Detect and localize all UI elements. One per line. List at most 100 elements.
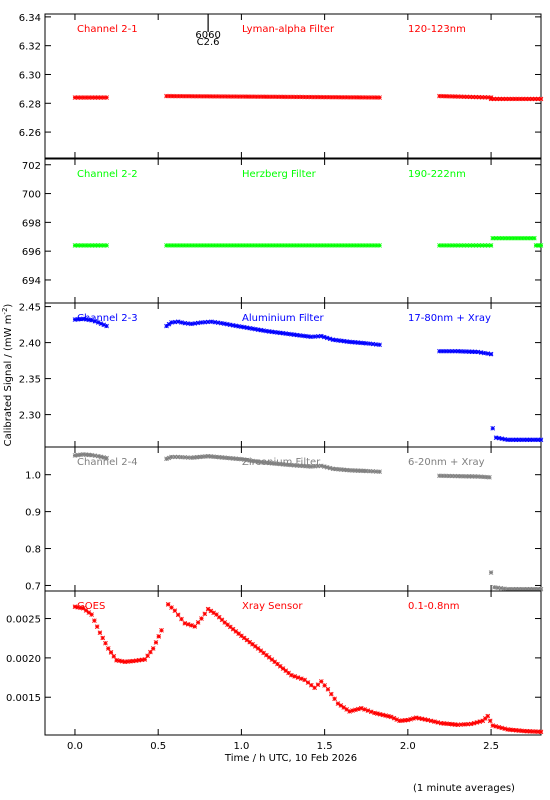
x-tick-label: 2.5	[483, 741, 499, 752]
data-point-marker	[312, 334, 317, 339]
data-point-marker	[499, 436, 505, 442]
data-point-marker	[251, 94, 256, 99]
data-point-marker	[323, 94, 328, 100]
data-point-marker	[493, 724, 499, 729]
data-point-marker	[166, 455, 172, 461]
data-point-marker	[367, 468, 372, 474]
data-point-marker	[258, 327, 264, 333]
data-point-marker	[508, 727, 513, 733]
panel-band-label: 6-20nm + Xray	[408, 457, 485, 468]
data-point-marker	[411, 716, 416, 721]
data-point-marker	[318, 333, 324, 339]
data-point-marker	[338, 243, 343, 248]
data-point-marker	[308, 243, 313, 248]
data-point-marker	[233, 243, 238, 248]
data-point-marker	[535, 437, 541, 443]
panel-filter-label: Zirconium Filter	[242, 457, 321, 468]
data-point-marker	[286, 331, 291, 337]
data-point-marker	[75, 604, 81, 610]
data-point-marker	[303, 333, 308, 339]
data-point-marker	[305, 243, 310, 248]
panel-frame	[44, 446, 542, 592]
data-point-marker	[275, 330, 280, 335]
data-point-marker	[302, 677, 307, 683]
data-point-marker	[329, 243, 334, 248]
data-point-marker	[472, 474, 478, 479]
data-point-marker	[230, 243, 235, 248]
data-point-marker	[318, 679, 324, 684]
data-point-marker	[413, 715, 419, 721]
data-point-marker	[230, 456, 236, 461]
y-tick-label: 702	[22, 161, 41, 172]
data-point-marker	[514, 235, 519, 241]
data-point-marker	[444, 721, 450, 727]
data-point-marker	[353, 95, 358, 100]
y-tick-label: 0.0020	[6, 654, 41, 665]
data-point-marker	[266, 94, 271, 100]
data-point-marker	[300, 333, 305, 339]
data-point-marker	[338, 467, 344, 472]
data-point-marker	[209, 319, 214, 325]
data-point-marker	[377, 243, 382, 248]
data-point-marker	[446, 473, 451, 479]
data-point-marker	[464, 243, 470, 248]
data-point-marker	[305, 94, 310, 100]
data-point-marker	[519, 437, 524, 443]
data-point-marker	[203, 94, 208, 99]
y-axis-label-superscript: -2	[1, 308, 9, 315]
data-point-marker	[368, 709, 374, 715]
data-point-marker	[219, 320, 224, 326]
data-point-marker	[529, 235, 534, 241]
data-point-marker	[133, 658, 139, 663]
data-point-marker	[277, 461, 283, 467]
data-point-marker	[170, 93, 175, 99]
data-point-marker	[297, 333, 302, 338]
data-point-marker	[233, 456, 239, 462]
y-tick-label: 1.0	[25, 471, 41, 482]
data-point-marker	[239, 243, 244, 248]
data-point-marker	[302, 94, 307, 100]
data-point-marker	[511, 235, 516, 241]
data-point-marker	[530, 729, 535, 734]
data-point-marker	[95, 453, 101, 459]
data-point-marker	[197, 93, 202, 99]
data-point-marker	[476, 243, 482, 248]
data-point-marker	[215, 320, 221, 325]
data-point-marker	[84, 243, 89, 248]
data-point-marker	[326, 243, 331, 248]
data-point-marker	[341, 338, 347, 344]
data-point-marker	[464, 349, 469, 354]
panel-channel-label: Channel 2-4	[77, 457, 138, 468]
data-point-marker	[136, 657, 142, 663]
data-point-marker	[87, 95, 92, 100]
data-point-marker	[321, 464, 327, 469]
data-point-marker	[356, 243, 361, 248]
chart-panel-3: 2.30 2.35 2.40 2.45 Channel 2-3 Aluminium Fil…	[19, 302, 544, 448]
data-point-marker	[536, 243, 541, 248]
data-point-marker	[479, 94, 485, 100]
data-point-marker	[86, 610, 92, 615]
data-point-marker	[449, 721, 455, 727]
panel-band-label: 0.1-0.8nm	[408, 601, 460, 612]
data-point-marker	[80, 605, 86, 611]
panel-filter-label: Lyman-alpha Filter	[242, 24, 335, 35]
data-point-marker	[353, 707, 358, 713]
y-axis-label: Calibrated Signal / (mW m-2)	[1, 304, 14, 447]
data-point-marker	[189, 623, 194, 628]
data-point-marker	[496, 724, 502, 730]
data-point-marker	[292, 674, 297, 679]
data-point-marker	[516, 586, 522, 592]
data-point-marker	[505, 727, 511, 732]
data-point-marker	[374, 95, 379, 100]
data-point-marker	[505, 586, 511, 592]
data-point-marker	[461, 94, 467, 100]
data-point-marker	[500, 96, 506, 102]
data-point-marker	[227, 322, 233, 328]
data-point-marker	[373, 342, 379, 347]
data-point-marker	[261, 460, 266, 465]
data-point-marker	[272, 94, 277, 100]
data-point-marker	[538, 96, 544, 102]
data-point-marker	[306, 464, 311, 469]
data-point-marker	[314, 243, 319, 248]
data-point-marker	[503, 96, 509, 102]
